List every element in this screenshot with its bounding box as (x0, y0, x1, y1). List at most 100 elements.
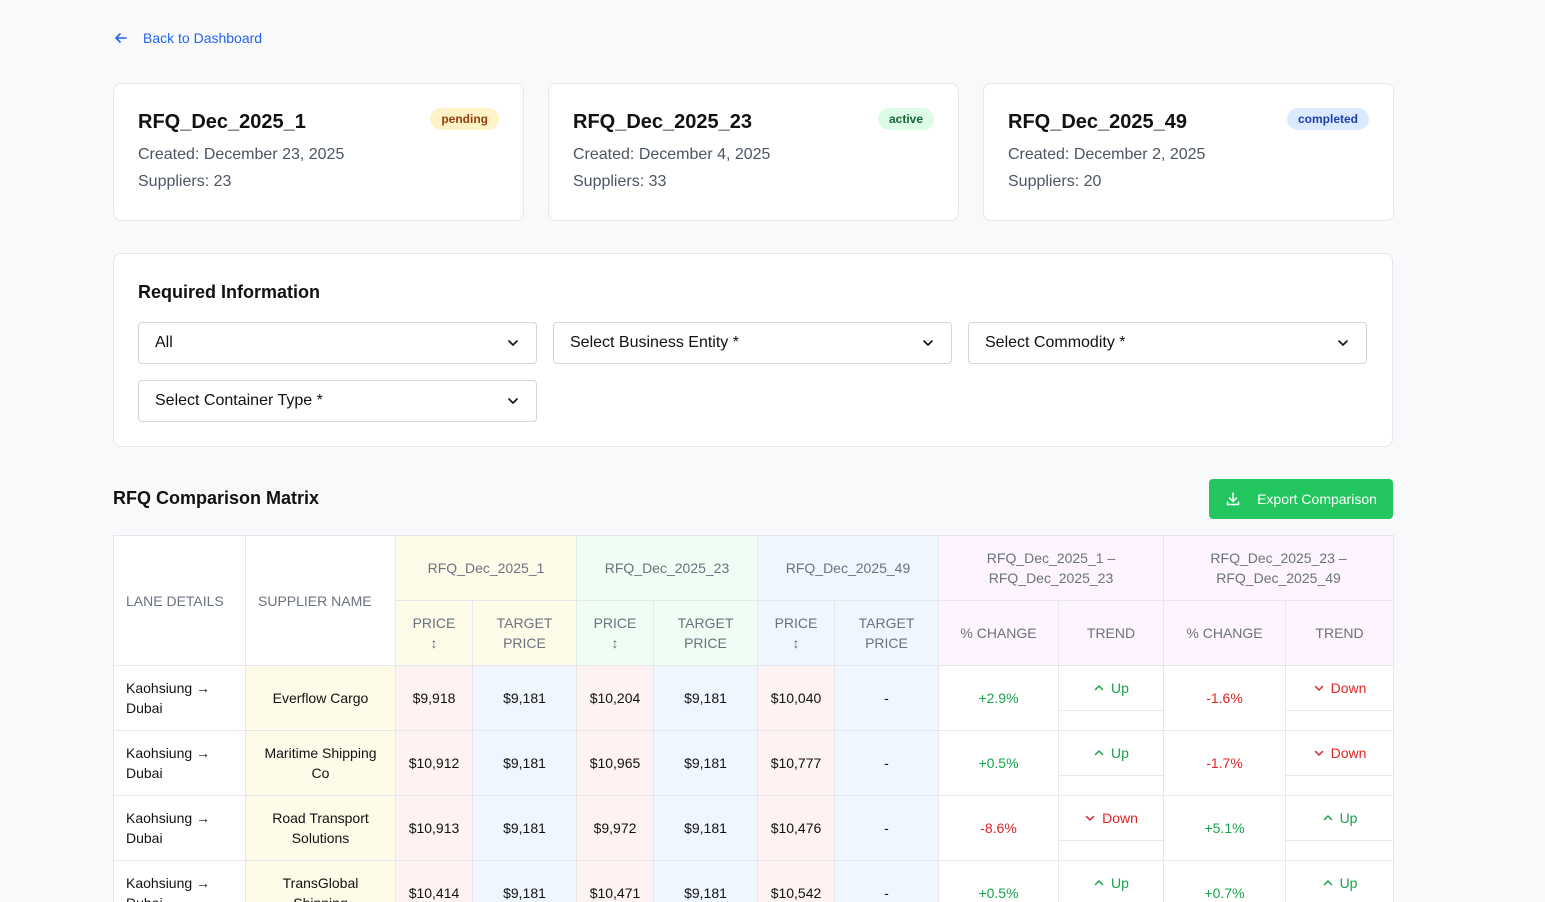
target-price-cell: $9,181 (472, 665, 577, 731)
header-price-sort[interactable]: PRICE ↕ (757, 600, 835, 666)
status-badge: active (877, 108, 934, 130)
rfq-card-created: Created: December 4, 2025 (573, 146, 771, 163)
lane-line2: Dubai (126, 893, 245, 902)
trend-cell: Up (1285, 795, 1395, 861)
header-target-line2: PRICE (503, 635, 546, 651)
export-comparison-label: Export Comparison (1257, 491, 1377, 507)
price-cell: $10,912 (395, 730, 473, 796)
header-comparison-2: RFQ_Dec_2025_23 – RFQ_Dec_2025_49 (1163, 535, 1395, 601)
lane-line1: Kaohsiung → (126, 745, 211, 761)
header-target-price: TARGET PRICE (472, 600, 577, 666)
chevron-down-icon (1314, 750, 1323, 756)
trend-cell: Up (1057, 860, 1165, 902)
price-cell: $9,918 (395, 665, 473, 731)
target-price-cell: - (834, 665, 939, 731)
lane-cell: Kaohsiung → Dubai (113, 730, 246, 796)
supplier-cell: Road Transport Solutions (245, 795, 396, 861)
chevron-down-icon (1085, 815, 1095, 821)
download-icon (1226, 492, 1240, 506)
header-target-line2: PRICE (684, 635, 727, 651)
header-price-sort[interactable]: PRICE ↕ (395, 600, 473, 666)
supplier-line2: Co (311, 765, 330, 781)
chevron-up-icon (1094, 880, 1104, 886)
sort-icon: ↕ (430, 635, 438, 651)
trend-label: Up (1111, 680, 1129, 696)
trend-cell: Up (1057, 730, 1165, 796)
header-target-price: TARGET PRICE (653, 600, 758, 666)
header-trend: TREND (1285, 600, 1395, 666)
rfq-card[interactable]: RFQ_Dec_2025_1 pending Created: December… (113, 83, 524, 221)
supplier-line2: Solutions (291, 830, 350, 846)
chevron-down-icon (508, 340, 518, 346)
trend-label: Down (1102, 810, 1138, 826)
lane-line2: Dubai (126, 700, 163, 716)
trend-cell: Down (1285, 665, 1395, 731)
price-cell: $10,913 (395, 795, 473, 861)
back-link-label: Back to Dashboard (143, 30, 263, 46)
supplier-cell: Maritime Shipping Co (245, 730, 396, 796)
supplier-line1: Everflow Cargo (272, 690, 369, 706)
header-target-line2: PRICE (865, 635, 908, 651)
rfq-card[interactable]: RFQ_Dec_2025_23 active Created: December… (548, 83, 959, 221)
price-cell: $10,471 (576, 860, 654, 902)
percent-change-cell: -1.6% (1163, 665, 1287, 731)
supplier-cell: Everflow Cargo (245, 665, 396, 731)
header-target-line1: TARGET (677, 615, 734, 631)
target-price-cell: $9,181 (653, 795, 758, 861)
sort-icon: ↕ (611, 635, 619, 651)
chevron-up-icon (1094, 685, 1104, 691)
trend-cell: Up (1285, 860, 1395, 902)
price-cell: $10,414 (395, 860, 473, 902)
rfq-card-title: RFQ_Dec_2025_1 (138, 111, 306, 133)
header-rfq-1: RFQ_Dec_2025_1 (395, 535, 577, 601)
percent-change-cell: +0.5% (938, 730, 1059, 796)
lane-line2: Dubai (126, 765, 163, 781)
header-comparison-1: RFQ_Dec_2025_1 – RFQ_Dec_2025_23 (937, 535, 1165, 601)
lane-line1: Kaohsiung → (126, 875, 211, 891)
chevron-down-icon (1314, 685, 1323, 691)
target-price-cell: - (834, 795, 939, 861)
target-price-cell: $9,181 (472, 795, 577, 861)
rfq-cards: RFQ_Dec_2025_1 pending Created: December… (113, 83, 1394, 221)
supplier-line1: Road Transport (272, 810, 369, 826)
commodity-select[interactable]: Select Commodity * (968, 322, 1367, 364)
filter-select-all[interactable]: All (138, 322, 537, 364)
comparison-table: LANE DETAILS SUPPLIER NAME RFQ_Dec_2025_… (113, 535, 1395, 902)
supplier-line1: TransGlobal (282, 875, 359, 891)
chevron-down-icon (508, 398, 518, 404)
trend-indicator: Up (1285, 860, 1395, 902)
supplier-line1: Maritime Shipping (264, 745, 377, 761)
arrow-left-icon (115, 33, 127, 43)
target-price-cell: $9,181 (472, 730, 577, 796)
lane-line2: Dubai (126, 830, 163, 846)
header-rfq-2: RFQ_Dec_2025_23 (576, 535, 758, 601)
header-percent-change: % CHANGE (938, 600, 1059, 666)
table-row: Kaohsiung → Dubai Road Transport Solutions $… (113, 795, 1395, 861)
container-type-select[interactable]: Select Container Type * (138, 380, 537, 422)
header-target-line1: TARGET (858, 615, 915, 631)
trend-cell: Up (1057, 665, 1165, 731)
comparison-matrix-title: RFQ Comparison Matrix (113, 488, 320, 508)
price-cell: $10,040 (757, 665, 835, 731)
percent-change-cell: +5.1% (1163, 795, 1287, 861)
lane-cell: Kaohsiung → Dubai (113, 860, 246, 902)
required-information-title: Required Information (138, 282, 321, 302)
business-entity-select[interactable]: Select Business Entity * (553, 322, 952, 364)
chevron-up-icon (1323, 815, 1332, 821)
header-supplier-name: SUPPLIER NAME (245, 535, 396, 666)
rfq-card[interactable]: RFQ_Dec_2025_49 completed Created: Decem… (983, 83, 1394, 221)
target-price-cell: $9,181 (653, 665, 758, 731)
rfq-card-suppliers: Suppliers: 23 (138, 173, 232, 190)
export-comparison-button[interactable]: Export Comparison (1209, 479, 1393, 519)
rfq-card-title: RFQ_Dec_2025_49 (1008, 111, 1188, 133)
header-price-sort[interactable]: PRICE ↕ (576, 600, 654, 666)
supplier-cell: TransGlobal Shipping (245, 860, 396, 902)
rfq-card-title: RFQ_Dec_2025_23 (573, 111, 753, 133)
status-badge: pending (430, 108, 499, 130)
percent-change-cell: -8.6% (938, 795, 1059, 861)
percent-change-cell: +2.9% (938, 665, 1059, 731)
back-to-dashboard-link[interactable]: Back to Dashboard (113, 30, 262, 46)
filter-select-value: Select Commodity * (985, 334, 1126, 351)
rfq-card-created: Created: December 2, 2025 (1008, 146, 1206, 163)
price-cell: $9,972 (576, 795, 654, 861)
